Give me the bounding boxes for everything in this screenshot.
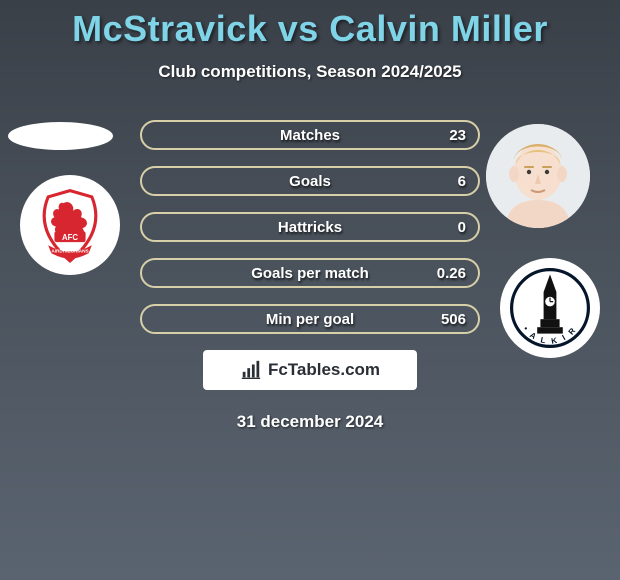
stat-row-hattricks: Hattricks 0 bbox=[140, 212, 480, 242]
subtitle: Club competitions, Season 2024/2025 bbox=[0, 62, 620, 82]
stat-value-p2: 0.26 bbox=[437, 265, 466, 282]
stat-label: Matches bbox=[142, 127, 478, 144]
brand-text: FcTables.com bbox=[268, 360, 380, 380]
brand-box: FcTables.com bbox=[203, 350, 417, 390]
stat-row-matches: Matches 23 bbox=[140, 120, 480, 150]
bar-chart-icon bbox=[240, 359, 262, 381]
stat-row-goals-per-match: Goals per match 0.26 bbox=[140, 258, 480, 288]
stat-row-min-per-goal: Min per goal 506 bbox=[140, 304, 480, 334]
page-title: McStravick vs Calvin Miller bbox=[0, 0, 620, 50]
stat-label: Min per goal bbox=[142, 311, 478, 328]
stat-value-p2: 0 bbox=[458, 219, 466, 236]
stat-label: Hattricks bbox=[142, 219, 478, 236]
stat-value-p2: 506 bbox=[441, 311, 466, 328]
stat-label: Goals per match bbox=[142, 265, 478, 282]
date-text: 31 december 2024 bbox=[0, 412, 620, 432]
stats-table: Matches 23 Goals 6 Hattricks 0 Goals per… bbox=[0, 120, 620, 334]
stat-row-goals: Goals 6 bbox=[140, 166, 480, 196]
stat-value-p2: 23 bbox=[449, 127, 466, 144]
stat-value-p2: 6 bbox=[458, 173, 466, 190]
stat-label: Goals bbox=[142, 173, 478, 190]
